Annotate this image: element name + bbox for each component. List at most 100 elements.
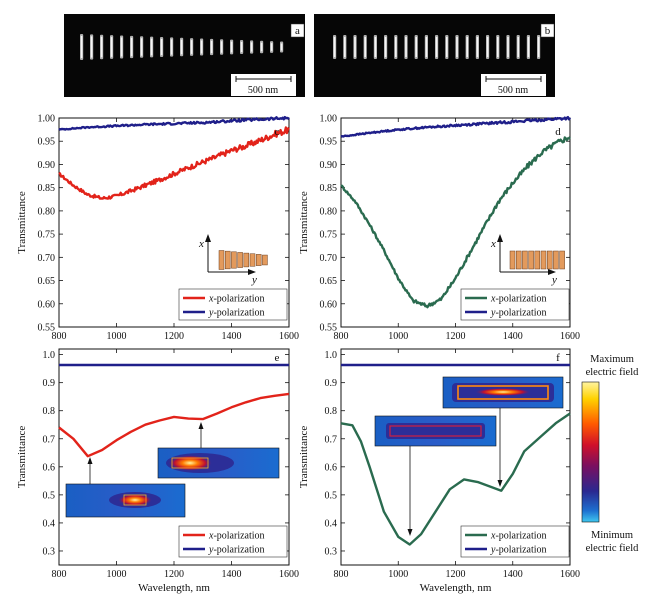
rod-schematic [231, 251, 237, 269]
x-tick-label-c: 1200 [164, 331, 184, 342]
rod-schematic [218, 250, 225, 270]
legend-entry-pol: x [490, 294, 496, 305]
x-tick-label-f: 800 [334, 569, 349, 580]
x-tick-label-c: 1400 [222, 331, 242, 342]
plot-c: 0.55 0.60 0.65 0.70 0.75 0.80 0.85 0.90 0.95 1.00… [16, 114, 299, 343]
y-tick-label-d: 0.95 [320, 137, 338, 148]
scale-bar-label-a: 500 nm [248, 85, 279, 96]
colorbar-gradient [581, 381, 600, 523]
y-tick-label-f: 0.4 [325, 518, 338, 529]
legend-entry-c: x-polarization [208, 294, 265, 305]
panel-label-a: a [295, 25, 300, 37]
inset-y-axis-d: y [551, 274, 557, 286]
x-axis-label-f: Wavelength, nm [420, 582, 492, 594]
x-tick-label-d: 1600 [560, 331, 580, 342]
y-tick-label-e: 0.9 [43, 378, 56, 389]
y-tick-label-f: 0.7 [325, 434, 338, 445]
legend-entry-pol: x [208, 294, 214, 305]
rod-schematic [540, 250, 547, 270]
panel-label-e: e [275, 352, 280, 364]
x-tick-label-c: 800 [52, 331, 67, 342]
y-tick-label-d: 0.80 [320, 206, 338, 217]
y-tick-label-f: 0.3 [325, 546, 338, 557]
y-tick-label-e: 0.7 [43, 434, 56, 445]
legend-entry-pol: y [490, 308, 496, 319]
legend-entry-e: y-polarization [208, 545, 265, 556]
legend-entry-suffix: -polarization [213, 531, 264, 542]
y-tick-label-e: 0.3 [43, 546, 56, 557]
inset-x-axis-c: x [198, 238, 204, 250]
legend-entry-f: y-polarization [490, 545, 547, 556]
x-tick-label-e: 1200 [164, 569, 184, 580]
rod-schematic [243, 252, 250, 268]
panel-label-b: b [545, 25, 551, 37]
y-tick-label-f: 0.8 [325, 406, 338, 417]
y-tick-label-d: 0.85 [320, 183, 338, 194]
x-tick-label-e: 1600 [279, 569, 299, 580]
legend-entry-pol: x [208, 531, 214, 542]
plot-e: 0.3 0.4 0.5 0.6 0.7 0.8 0.9 1.0 800 1000 1200 1400 1… [16, 348, 299, 594]
y-axis-label-e: Transmittance [16, 426, 28, 489]
legend-entry-suffix: -polarization [495, 531, 546, 542]
legend-entry-f: x-polarization [490, 531, 547, 542]
y-tick-label-d: 0.90 [320, 160, 338, 171]
series-f-x-polarization [340, 412, 571, 546]
panel-label-f: f [556, 352, 560, 364]
series-d-y-polarization [340, 115, 572, 138]
y-tick-label-c: 0.60 [38, 299, 56, 310]
x-tick-label-d: 1000 [388, 331, 408, 342]
colorbar-min-label-2: electric field [586, 543, 640, 554]
x-tick-label-f: 1200 [446, 569, 466, 580]
legend-entry-suffix: -polarization [495, 294, 546, 305]
legend-entry-c: y-polarization [208, 308, 265, 319]
panel-label-d: d [555, 126, 561, 138]
y-tick-label-e: 1.0 [43, 350, 56, 361]
field-map-e-2 [157, 447, 280, 479]
x-tick-label-f: 1400 [503, 569, 523, 580]
colorbar-max-label-1: Maximum [590, 354, 634, 365]
panel-label-c: c [275, 126, 280, 138]
field-map-f-1 [374, 415, 497, 447]
y-tick-label-e: 0.4 [43, 518, 56, 529]
y-tick-label-f: 0.5 [325, 490, 338, 501]
series-d-x-polarization [340, 136, 571, 309]
legend-entry-pol: x [490, 531, 496, 542]
y-tick-label-d: 0.55 [320, 323, 338, 334]
y-tick-label-c: 0.95 [38, 137, 56, 148]
series-c-x-polarization [58, 126, 290, 200]
y-tick-label-d: 0.75 [320, 230, 338, 241]
y-tick-label-c: 0.70 [38, 253, 56, 264]
x-tick-label-d: 800 [334, 331, 349, 342]
legend-entry-e: x-polarization [208, 531, 265, 542]
y-tick-label-f: 0.6 [325, 462, 338, 473]
sem-image-b: b 500 nm [314, 14, 555, 97]
x-tick-label-d: 1200 [446, 331, 466, 342]
x-tick-label-c: 1000 [107, 331, 127, 342]
colorbar-min-label-1: Minimum [591, 530, 633, 541]
inset-x-axis-d: x [490, 238, 496, 250]
legend-entry-d: x-polarization [490, 294, 547, 305]
x-axis-label-e: Wavelength, nm [138, 582, 210, 594]
inset-schematic-c: x y [198, 234, 268, 286]
y-tick-label-f: 0.9 [325, 378, 338, 389]
y-tick-label-d: 0.65 [320, 276, 338, 287]
y-tick-label-e: 0.8 [43, 406, 56, 417]
rod-schematic [546, 250, 553, 270]
sem-image-a: a 500 nm [64, 14, 305, 97]
inset-y-axis-c: y [251, 274, 257, 286]
scale-bar-label-b: 500 nm [498, 85, 529, 96]
rod-schematic [528, 250, 534, 270]
rod-schematic [237, 252, 243, 268]
inset-schematic-d: x y [490, 234, 565, 286]
y-tick-label-c: 1.00 [38, 114, 56, 125]
rod-schematic [255, 254, 262, 266]
legend-entry-suffix: -polarization [213, 545, 264, 556]
y-tick-label-d: 0.60 [320, 299, 338, 310]
rod-schematic [262, 254, 268, 266]
y-tick-label-c: 0.80 [38, 206, 56, 217]
x-tick-label-f: 1600 [560, 569, 580, 580]
y-tick-label-c: 0.75 [38, 230, 56, 241]
plot-f: 0.3 0.4 0.5 0.6 0.7 0.8 0.9 1.0 800 1000 1200 1400 1… [298, 348, 580, 594]
